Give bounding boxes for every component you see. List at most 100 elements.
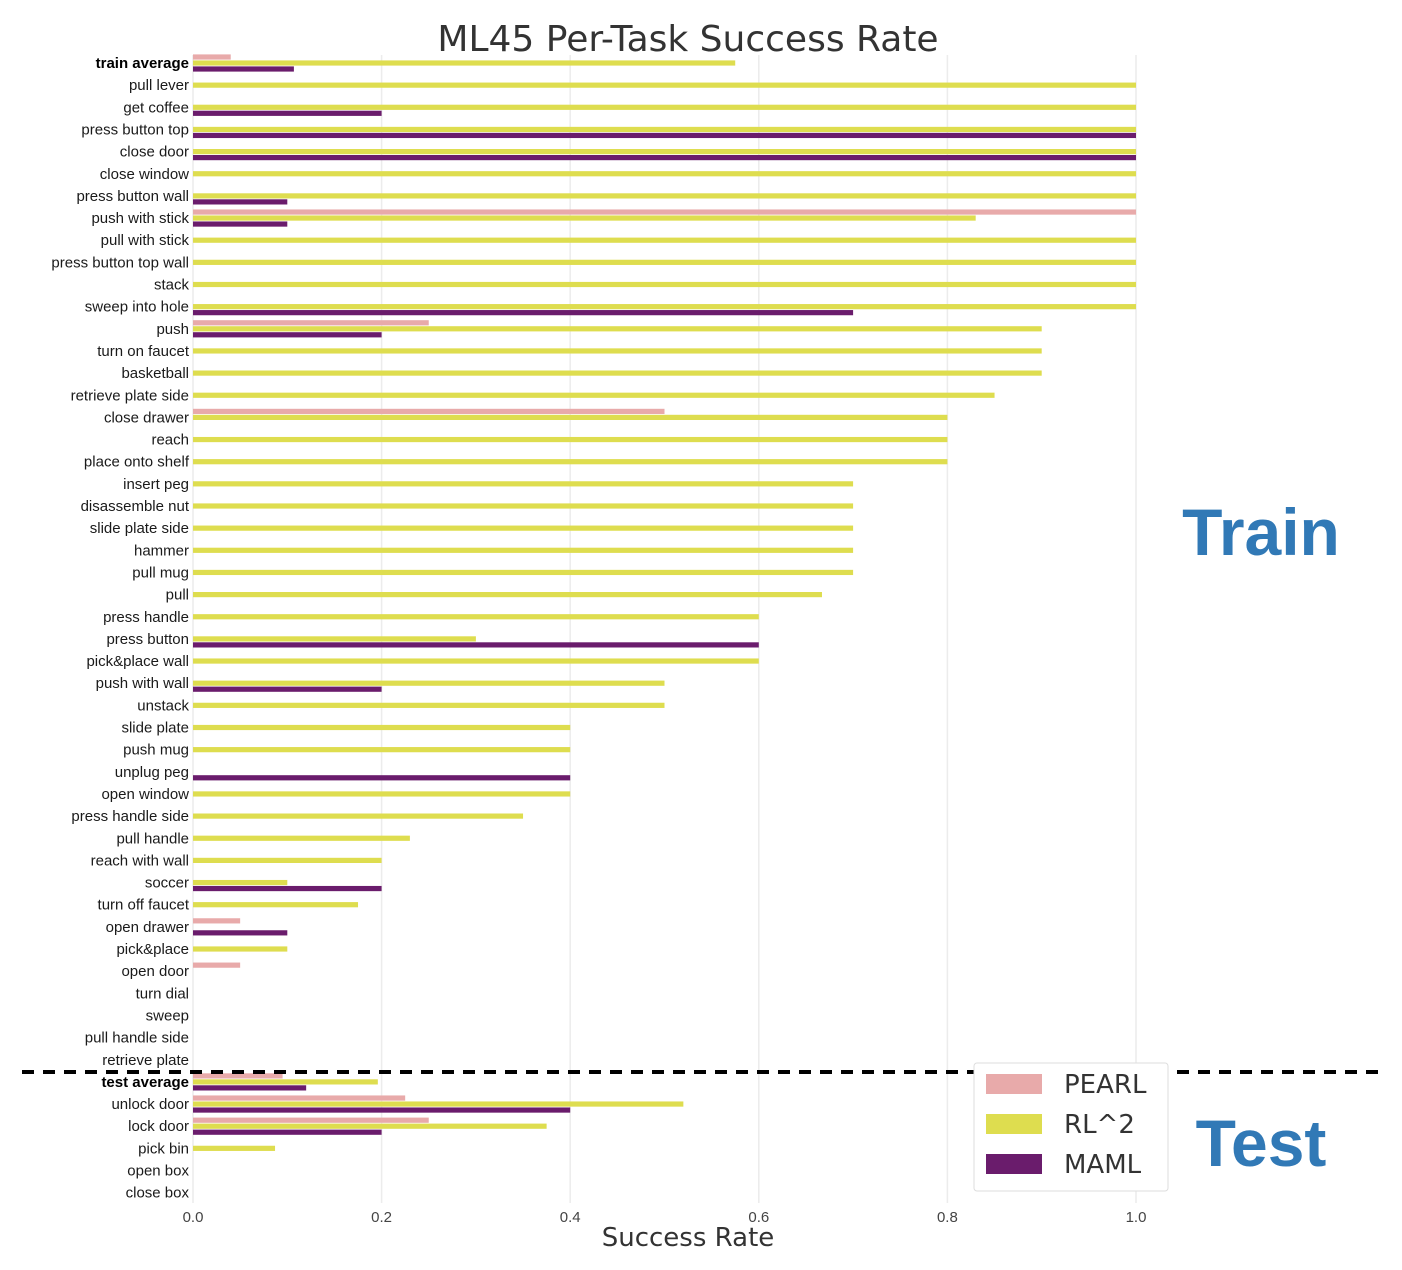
task-label: press handle side: [71, 808, 189, 825]
bar-rl-2: [193, 1101, 684, 1107]
task-label: sweep: [146, 1007, 189, 1024]
task-label: pull lever: [129, 77, 189, 94]
x-tick-label: 0.0: [183, 1209, 204, 1226]
bar-maml: [193, 155, 1136, 161]
bar-rl-2: [193, 414, 948, 420]
task-label: push: [156, 321, 189, 338]
bar-maml: [193, 930, 288, 936]
bar-pearl: [193, 1073, 283, 1079]
task-label: close drawer: [104, 409, 189, 426]
bar-maml: [193, 1085, 307, 1091]
bar-rl-2: [193, 193, 1136, 199]
task-label: disassemble nut: [81, 498, 190, 515]
bar-maml: [193, 132, 1136, 139]
task-label: close door: [120, 144, 189, 161]
bar-rl-2: [193, 1123, 547, 1129]
task-label: press handle: [103, 609, 189, 626]
task-label: push with stick: [91, 210, 189, 227]
x-tick-label: 0.2: [371, 1209, 392, 1226]
task-label: pick&place wall: [86, 653, 189, 670]
bar-maml: [193, 110, 382, 116]
task-label: basketball: [121, 365, 189, 382]
task-label: pull handle side: [85, 1030, 189, 1047]
task-label: open window: [101, 786, 189, 803]
task-label: pull with stick: [101, 232, 190, 249]
bar-pearl: [193, 1117, 429, 1123]
bar-pearl: [193, 320, 429, 326]
legend-label: RL^2: [1064, 1110, 1135, 1140]
bar-pearl: [193, 209, 1136, 215]
bar-maml: [193, 775, 571, 781]
bar-pearl: [193, 408, 665, 414]
task-label: sweep into hole: [85, 299, 189, 316]
task-labels: train average pull lever get coffee press b…: [51, 55, 189, 1202]
x-axis-ticks: 0.0 0.2 0.4 0.6 0.8 1.0: [183, 1209, 1147, 1226]
bar-rl-2: [193, 614, 759, 620]
bar-rl-2: [193, 547, 854, 553]
bar-maml: [193, 221, 288, 227]
task-label: turn dial: [136, 985, 189, 1002]
bar-rl-2: [193, 680, 665, 686]
x-tick-label: 0.8: [937, 1209, 958, 1226]
bar-rl-2: [193, 281, 1136, 288]
bar-rl-2: [193, 481, 854, 487]
bar-maml: [193, 1129, 382, 1135]
bar-rl-2: [193, 348, 1042, 354]
bar-maml: [193, 1107, 571, 1113]
bar-rl-2: [193, 1145, 276, 1151]
task-label: stack: [154, 277, 190, 294]
task-label: turn off faucet: [98, 897, 190, 914]
task-label: push mug: [123, 742, 189, 759]
bar-rl-2: [193, 392, 995, 398]
bar-rl-2: [193, 171, 1136, 177]
task-label: press button top: [81, 121, 189, 138]
bar-rl-2: [193, 525, 854, 531]
legend-label: MAML: [1064, 1150, 1142, 1180]
bar-rl-2: [193, 104, 1136, 110]
task-label: place onto shelf: [84, 454, 190, 471]
x-tick-label: 0.6: [748, 1209, 769, 1226]
task-label: slide plate side: [90, 520, 189, 537]
bar-maml: [193, 686, 382, 692]
task-label: retrieve plate side: [71, 387, 189, 404]
bar-pearl: [193, 962, 241, 968]
bar-rl-2: [193, 1079, 378, 1085]
task-label: slide plate: [121, 720, 189, 737]
bar-rl-2: [193, 569, 854, 576]
bar-rl-2: [193, 879, 288, 886]
task-label: reach: [151, 432, 189, 449]
bar-rl-2: [193, 902, 359, 908]
chart-title: ML45 Per-Task Success Rate: [437, 19, 938, 60]
gridlines: [192, 55, 1137, 1203]
task-label: push with wall: [96, 675, 189, 692]
x-tick-label: 0.4: [560, 1209, 581, 1226]
bar-rl-2: [193, 658, 759, 664]
bar-pearl: [193, 918, 241, 924]
task-label: reach with wall: [91, 852, 189, 869]
bar-maml: [193, 885, 382, 892]
bar-pearl: [193, 54, 231, 60]
bar-maml: [193, 332, 382, 338]
legend-swatch: [986, 1074, 1042, 1094]
task-label: turn on faucet: [97, 343, 190, 360]
x-tick-label: 1.0: [1126, 1209, 1147, 1226]
task-label: hammer: [134, 542, 189, 559]
task-label: open drawer: [106, 919, 189, 936]
task-label: lock door: [128, 1118, 189, 1135]
task-label: close window: [100, 166, 189, 183]
bar-rl-2: [193, 370, 1042, 376]
train-section-label: Train: [1182, 495, 1340, 569]
bar-rl-2: [193, 747, 571, 753]
task-label: pick bin: [138, 1140, 189, 1157]
bar-rl-2: [193, 813, 524, 819]
bar-rl-2: [193, 791, 571, 797]
task-label: press button wall: [76, 188, 189, 205]
bar-rl-2: [193, 326, 1042, 332]
bar-rl-2: [193, 215, 976, 221]
task-label: pick&place: [116, 941, 189, 958]
legend-swatch: [986, 1154, 1042, 1174]
bar-rl-2: [193, 259, 1136, 265]
task-label: unstack: [137, 697, 189, 714]
bar-rl-2: [193, 592, 822, 598]
